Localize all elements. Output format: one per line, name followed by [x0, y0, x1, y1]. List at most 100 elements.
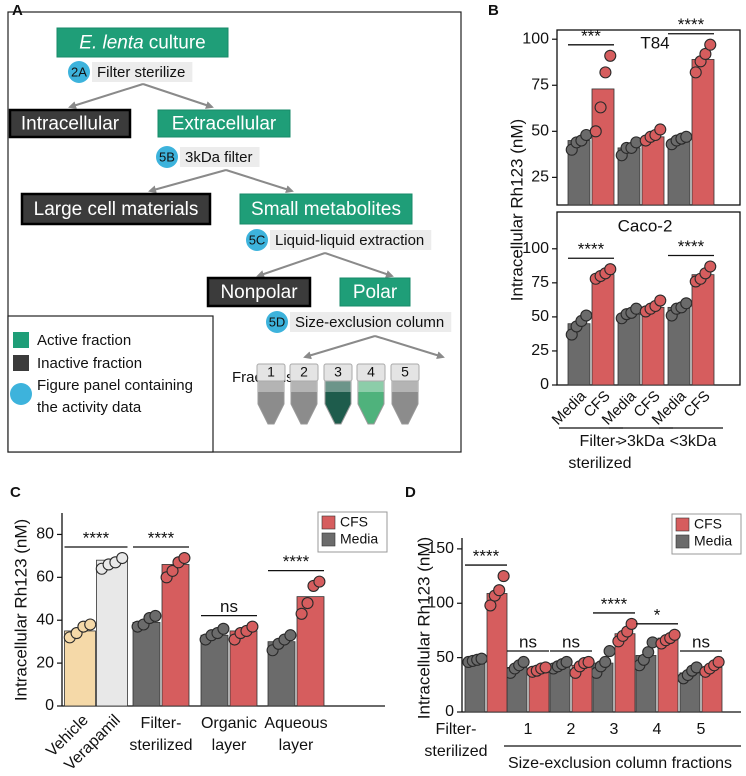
data-point	[284, 629, 297, 642]
data-point	[313, 575, 326, 588]
legend-label: Media	[694, 533, 732, 549]
data-point	[625, 617, 638, 630]
bar	[64, 630, 96, 707]
bar	[161, 564, 190, 707]
arrow	[142, 83, 214, 109]
legend-label: Inactive fraction	[37, 355, 142, 372]
panel-label: D	[405, 484, 416, 501]
node-box	[157, 109, 291, 138]
x-category-label: 1	[524, 721, 533, 738]
data-point	[680, 297, 693, 310]
data-point	[654, 123, 667, 136]
data-point	[680, 130, 693, 143]
legend-label: Active fraction	[37, 332, 131, 349]
panel-label: B	[488, 2, 499, 19]
node-label-text: Polar	[353, 282, 398, 303]
arrow	[303, 335, 376, 360]
bar	[132, 621, 161, 707]
tube-cap	[289, 363, 319, 382]
node-box	[339, 277, 411, 307]
legend-swatch	[13, 355, 29, 371]
bar	[200, 634, 229, 707]
panel-marker	[246, 229, 268, 251]
x-category-label: layer	[279, 737, 314, 754]
legend-label: CFS	[340, 514, 368, 530]
y-tick-label: 20	[36, 654, 54, 671]
significance-label: ***	[581, 26, 601, 45]
node-box	[20, 192, 212, 226]
arrow	[324, 252, 394, 278]
y-axis-label: Intracellular Rh123 (nM)	[414, 537, 433, 719]
node-label: E. lenta culture	[79, 33, 205, 54]
data-point	[668, 628, 681, 641]
y-tick-label: 75	[531, 274, 549, 291]
y-tick-label: 75	[531, 76, 549, 93]
panel-marker-label: 2A	[71, 64, 87, 79]
arrows	[68, 83, 445, 360]
arrow	[256, 252, 326, 278]
x-tick-label: CFS	[680, 388, 713, 421]
panel-label: A	[12, 2, 23, 19]
significance-label: ****	[148, 529, 175, 548]
step-label: Filter sterilize	[97, 64, 185, 81]
data-point	[699, 47, 712, 60]
x-category-label: Filter-	[141, 715, 182, 732]
y-tick-label: 0	[540, 376, 549, 393]
node-label-italic: E. lenta	[79, 33, 143, 54]
y-tick-label: 25	[531, 169, 549, 186]
x-category-label: sterilized	[129, 737, 192, 754]
significance-label: ****	[601, 594, 628, 613]
node-label-text: Intracellular	[21, 114, 120, 135]
step-label: Liquid-liquid extraction	[275, 232, 424, 249]
significance-label: ns	[692, 632, 710, 651]
bar	[591, 88, 615, 206]
arrow	[68, 83, 144, 110]
x-category-label: 4	[653, 721, 662, 738]
tube-top	[291, 381, 317, 392]
panel-marker	[266, 311, 288, 333]
node-label: Polar	[353, 282, 398, 303]
tube-cap	[356, 363, 386, 382]
arrow	[148, 169, 227, 194]
chart-title: Caco-2	[618, 216, 673, 235]
y-tick-label: 50	[531, 308, 549, 325]
tube-cap	[323, 363, 353, 382]
data-point	[84, 618, 97, 631]
arrow	[374, 335, 445, 360]
panel-marker-label: 5B	[159, 149, 175, 164]
significance-label: ****	[678, 15, 705, 34]
significance-label: ****	[678, 237, 705, 256]
panel-a-frame	[7, 11, 462, 453]
step-label-bg	[180, 147, 260, 167]
data-point	[589, 125, 602, 138]
y-tick-label: 40	[36, 611, 54, 628]
y-tick-label: 0	[45, 697, 54, 714]
y-tick-label: 100	[427, 594, 454, 611]
data-point	[599, 66, 612, 79]
panel-marker-label: 5C	[249, 232, 266, 247]
significance-label: ****	[473, 547, 500, 566]
node-label-text: Large cell materials	[34, 199, 199, 220]
node-label: Intracellular	[21, 114, 120, 135]
x-category-label: Aqueous	[264, 715, 327, 732]
legend-swatch	[321, 515, 336, 530]
legend-label: Figure panel containing	[37, 377, 193, 394]
y-tick-label: 100	[522, 240, 549, 257]
x-category-label: 3	[610, 721, 619, 738]
node-label: Large cell materials	[34, 199, 199, 220]
data-point	[594, 101, 607, 114]
bar	[591, 274, 615, 386]
data-point	[599, 655, 612, 669]
data-point	[654, 294, 667, 307]
tube-label: 1	[267, 364, 275, 380]
x-category-label: Organic	[201, 715, 257, 732]
legend-swatch	[13, 332, 29, 348]
data-point	[149, 609, 162, 622]
significance-label: ****	[578, 240, 605, 259]
y-tick-label: 25	[531, 342, 549, 359]
tube-label: 5	[401, 364, 409, 380]
data-point	[582, 655, 595, 669]
data-point	[689, 66, 702, 79]
node-label-text: Extracellular	[172, 114, 277, 135]
